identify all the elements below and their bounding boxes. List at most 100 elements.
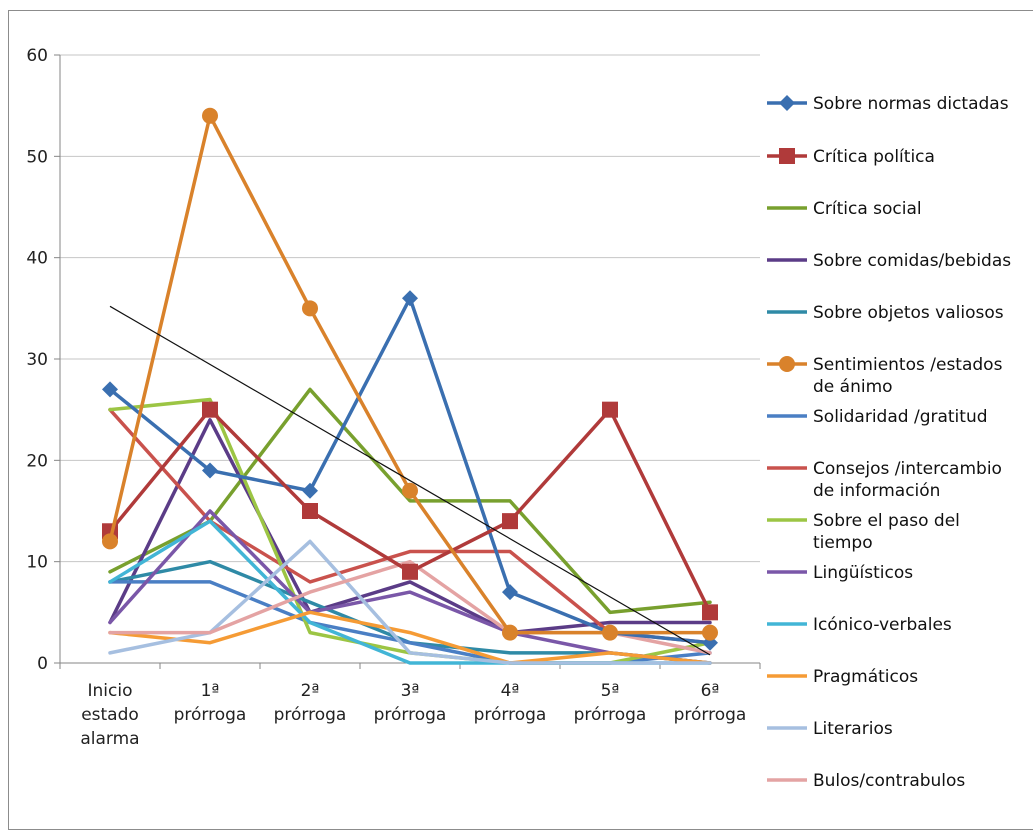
x-tick-label-line: 1ª bbox=[201, 681, 220, 701]
x-tick-label-line: prórroga bbox=[274, 705, 347, 725]
square-marker bbox=[302, 503, 318, 519]
chart-frame bbox=[8, 10, 1033, 830]
square-marker bbox=[502, 513, 518, 530]
legend-label: Sentimientos /estados de ánimo bbox=[813, 355, 1003, 397]
y-tick-label: 10 bbox=[26, 553, 48, 573]
square-marker bbox=[402, 563, 418, 580]
legend-label-line: Crítica política bbox=[813, 147, 935, 167]
diamond-marker bbox=[402, 290, 418, 307]
y-tick-label: 30 bbox=[26, 350, 48, 370]
x-tick-label-line: Inicio bbox=[88, 681, 133, 701]
series-line bbox=[108, 114, 712, 635]
legend: Sobre normas dictadas Crítica política Crí… bbox=[767, 94, 1011, 791]
legend-label-line: tiempo bbox=[813, 533, 873, 553]
series-0 bbox=[102, 290, 718, 651]
legend-label-line: de ánimo bbox=[813, 377, 893, 397]
square-marker bbox=[702, 604, 718, 621]
legend-item: Sentimientos /estados de ánimo bbox=[767, 355, 1003, 397]
legend-label: Bulos/contrabulos bbox=[813, 771, 965, 791]
legend-label-line: Pragmáticos bbox=[813, 667, 918, 687]
circle-marker bbox=[502, 624, 518, 641]
legend-label-line: Bulos/contrabulos bbox=[813, 771, 965, 791]
legend-item: Sobre comidas/bebidas bbox=[767, 251, 1011, 271]
series-line bbox=[108, 610, 712, 665]
series-1 bbox=[102, 401, 718, 621]
y-tick-label: 60 bbox=[26, 46, 48, 66]
legend-label-line: Literarios bbox=[813, 719, 893, 739]
legend-label-line: Icónico-verbales bbox=[813, 615, 952, 635]
legend-label: Solidaridad /gratitud bbox=[813, 407, 988, 427]
diamond-marker bbox=[202, 462, 218, 479]
circle-marker bbox=[102, 533, 118, 550]
circle-marker bbox=[702, 624, 718, 641]
legend-label: Sobre el paso del tiempo bbox=[813, 511, 960, 553]
legend-label: Sobre comidas/bebidas bbox=[813, 251, 1011, 271]
x-tick-label-line: 2ª bbox=[301, 681, 320, 701]
legend-label: Consejos /intercambio de información bbox=[813, 459, 1002, 501]
legend-label: Pragmáticos bbox=[813, 667, 918, 687]
diamond-marker bbox=[779, 95, 795, 111]
y-tick-label: 50 bbox=[26, 147, 48, 167]
legend-item: Solidaridad /gratitud bbox=[767, 407, 988, 427]
diamond-marker bbox=[102, 381, 118, 398]
legend-label-line: Sobre normas dictadas bbox=[813, 94, 1009, 114]
series-11 bbox=[108, 610, 712, 665]
x-tick-label-line: 4ª bbox=[501, 681, 520, 701]
square-marker bbox=[202, 401, 218, 418]
x-tick-label-line: prórroga bbox=[174, 705, 247, 725]
trendline bbox=[109, 305, 711, 656]
square-marker bbox=[602, 401, 618, 418]
x-tick-label: Inicio estado alarma bbox=[80, 681, 139, 749]
diamond-marker bbox=[502, 584, 518, 601]
circle-marker bbox=[302, 300, 318, 317]
legend-label-line: Solidaridad /gratitud bbox=[813, 407, 988, 427]
x-tick-label-line: 6ª bbox=[701, 681, 720, 701]
circle-marker bbox=[402, 482, 418, 499]
x-tick-label-line: alarma bbox=[80, 729, 139, 749]
y-axis-ticks: 0 10 20 30 40 50 60 bbox=[26, 46, 60, 674]
legend-label-line: de información bbox=[813, 481, 940, 501]
legend-label: Crítica social bbox=[813, 199, 922, 219]
legend-item: Icónico-verbales bbox=[767, 615, 952, 635]
series-line bbox=[108, 418, 712, 635]
y-tick-label: 40 bbox=[26, 249, 48, 269]
x-tick-label-line: prórroga bbox=[374, 705, 447, 725]
legend-label-line: Sobre comidas/bebidas bbox=[813, 251, 1011, 271]
legend-item: Sobre normas dictadas bbox=[767, 94, 1009, 114]
x-tick-label: 2ª prórroga bbox=[274, 681, 347, 725]
circle-marker bbox=[602, 624, 618, 641]
legend-label-line: Lingüísticos bbox=[813, 563, 913, 583]
legend-item: Literarios bbox=[767, 719, 893, 739]
x-tick-label-line: prórroga bbox=[574, 705, 647, 725]
legend-label: Sobre normas dictadas bbox=[813, 94, 1009, 114]
legend-label-line: Consejos /intercambio bbox=[813, 459, 1002, 479]
legend-item: Consejos /intercambio de información bbox=[767, 459, 1002, 501]
legend-label: Lingüísticos bbox=[813, 563, 913, 583]
x-tick-label-line: 3ª bbox=[401, 681, 420, 701]
square-marker bbox=[779, 148, 795, 164]
x-tick-label: 4ª prórroga bbox=[474, 681, 547, 725]
legend-item: Lingüísticos bbox=[767, 563, 913, 583]
x-tick-label: 3ª prórroga bbox=[374, 681, 447, 725]
x-tick-label: 1ª prórroga bbox=[174, 681, 247, 725]
x-tick-label: 5ª prórroga bbox=[574, 681, 647, 725]
x-tick-label-line: 5ª bbox=[601, 681, 620, 701]
x-tick-label: 6ª prórroga bbox=[674, 681, 747, 725]
legend-item: Crítica política bbox=[767, 147, 935, 167]
legend-item: Sobre el paso del tiempo bbox=[767, 511, 960, 553]
trendline-line bbox=[109, 305, 711, 656]
x-tick-label-line: prórroga bbox=[474, 705, 547, 725]
legend-label: Sobre objetos valiosos bbox=[813, 303, 1004, 323]
x-tick-label-line: estado bbox=[81, 705, 139, 725]
legend-item: Sobre objetos valiosos bbox=[767, 303, 1004, 323]
legend-label: Literarios bbox=[813, 719, 893, 739]
series-5 bbox=[102, 107, 718, 641]
circle-marker bbox=[202, 107, 218, 124]
legend-label-line: Crítica social bbox=[813, 199, 922, 219]
legend-label: Crítica política bbox=[813, 147, 935, 167]
diamond-marker bbox=[302, 482, 318, 499]
circle-marker bbox=[779, 356, 795, 372]
legend-item: Pragmáticos bbox=[767, 667, 918, 687]
